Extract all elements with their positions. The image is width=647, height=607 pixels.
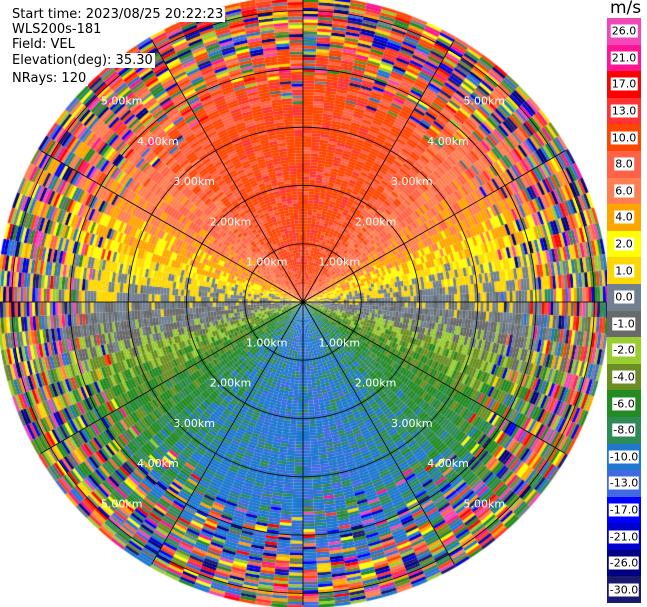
- colorbar-bin: 0.0: [607, 283, 641, 311]
- start-time: Start time: 2023/08/25 20:22:23: [10, 7, 226, 22]
- range-ring: [69, 68, 537, 536]
- spoke-line: [151, 39, 304, 303]
- colorbar-label: 17.0: [610, 77, 638, 91]
- range-ring-label: 5.00km: [464, 95, 506, 108]
- colorbar-label: -1.0: [612, 317, 636, 331]
- colorbar-label: -30.0: [608, 583, 640, 597]
- colorbar-unit: m/s: [610, 0, 642, 18]
- colorbar-bin: 2.0: [607, 230, 641, 258]
- nrays: NRays: 120: [10, 71, 89, 86]
- colorbar: 26.0 21.0 17.0 13.0 10.0 8.0 6.0 4.0 2.0 1.0 0.0 -1…: [607, 18, 641, 604]
- elevation: Elevation(deg): 35.30: [10, 53, 155, 68]
- spoke-line: [40, 150, 304, 303]
- colorbar-bin: 10.0: [607, 124, 641, 151]
- range-ring: [186, 185, 420, 419]
- range-ring-label: 4.00km: [427, 457, 469, 470]
- range-ring-label: 4.00km: [137, 457, 179, 470]
- range-ring-label: 1.00km: [246, 336, 288, 349]
- colorbar-bin: -4.0: [607, 363, 641, 391]
- colorbar-bin: -26.0: [607, 549, 641, 577]
- colorbar-label: 26.0: [610, 24, 638, 38]
- colorbar-label: -21.0: [608, 530, 640, 544]
- colorbar-label: 0.0: [614, 290, 634, 304]
- colorbar-bin: 1.0: [607, 257, 641, 284]
- spoke-line: [302, 301, 455, 565]
- range-ring-label: 2.00km: [355, 377, 397, 390]
- range-ring-label: 3.00km: [391, 175, 433, 188]
- colorbar-bin: -2.0: [607, 337, 641, 364]
- range-rings-overlay: 1.00km 1.00km 1.00km 1.00km 2.00km 2.00km 2.00…: [0, 0, 606, 605]
- colorbar-label: -13.0: [608, 476, 640, 490]
- colorbar-label: -2.0: [612, 343, 636, 357]
- range-ring-label: 2.00km: [210, 377, 252, 390]
- colorbar-bin: -10.0: [607, 443, 641, 471]
- colorbar-bin: 17.0: [607, 71, 641, 98]
- spoke-line: [151, 301, 304, 565]
- range-ring-label: 5.00km: [101, 497, 143, 510]
- range-ring-label: 1.00km: [318, 336, 360, 349]
- colorbar-label: -6.0: [612, 397, 636, 411]
- colorbar-bin: -13.0: [607, 470, 641, 497]
- instrument-name: WLS200s-181: [10, 22, 104, 37]
- colorbar-label: 6.0: [614, 184, 634, 198]
- colorbar-label: -10.0: [608, 450, 640, 464]
- range-ring: [127, 126, 479, 478]
- range-ring-label: 3.00km: [173, 175, 215, 188]
- colorbar-label: -4.0: [612, 370, 636, 384]
- spoke-line: [302, 39, 455, 303]
- colorbar-bin: 6.0: [607, 177, 641, 205]
- colorbar-label: 8.0: [614, 157, 634, 171]
- colorbar-label: 21.0: [610, 51, 638, 65]
- colorbar-label: -8.0: [612, 423, 636, 437]
- range-ring-label: 2.00km: [355, 215, 397, 228]
- spoke-line: [302, 301, 566, 454]
- colorbar-bin: 26.0: [607, 18, 641, 45]
- range-ring-label: 1.00km: [246, 256, 288, 269]
- colorbar-label: -26.0: [608, 556, 640, 570]
- field-name: Field: VEL: [10, 37, 77, 52]
- colorbar-bin: -21.0: [607, 523, 641, 550]
- colorbar-bin: 21.0: [607, 44, 641, 72]
- colorbar-bin: 4.0: [607, 204, 641, 231]
- colorbar-label: 10.0: [610, 131, 638, 145]
- range-ring-label: 5.00km: [464, 497, 506, 510]
- range-ring: [244, 243, 362, 361]
- range-ring-label: 1.00km: [318, 256, 360, 269]
- colorbar-bin: 13.0: [607, 97, 641, 125]
- range-ring-label: 3.00km: [391, 417, 433, 430]
- colorbar-bin: -17.0: [607, 496, 641, 524]
- range-ring-label: 4.00km: [137, 135, 179, 148]
- spoke-line: [40, 301, 304, 454]
- range-ring-label: 3.00km: [173, 417, 215, 430]
- range-ring: [11, 10, 595, 594]
- range-ring-label: 2.00km: [210, 215, 252, 228]
- range-ring-label: 5.00km: [101, 95, 143, 108]
- colorbar-label: 13.0: [610, 104, 638, 118]
- colorbar-bin: 8.0: [607, 150, 641, 178]
- colorbar-label: -17.0: [608, 503, 640, 517]
- colorbar-label: 4.0: [614, 210, 634, 224]
- colorbar-bin: -1.0: [607, 310, 641, 338]
- colorbar-label: 1.0: [614, 264, 634, 278]
- range-ring-label: 4.00km: [427, 135, 469, 148]
- colorbar-bin: -8.0: [607, 416, 641, 444]
- colorbar-bin: -6.0: [607, 390, 641, 417]
- spoke-line: [302, 150, 566, 303]
- colorbar-bin: -30.0: [607, 576, 641, 604]
- colorbar-label: 2.0: [614, 237, 634, 251]
